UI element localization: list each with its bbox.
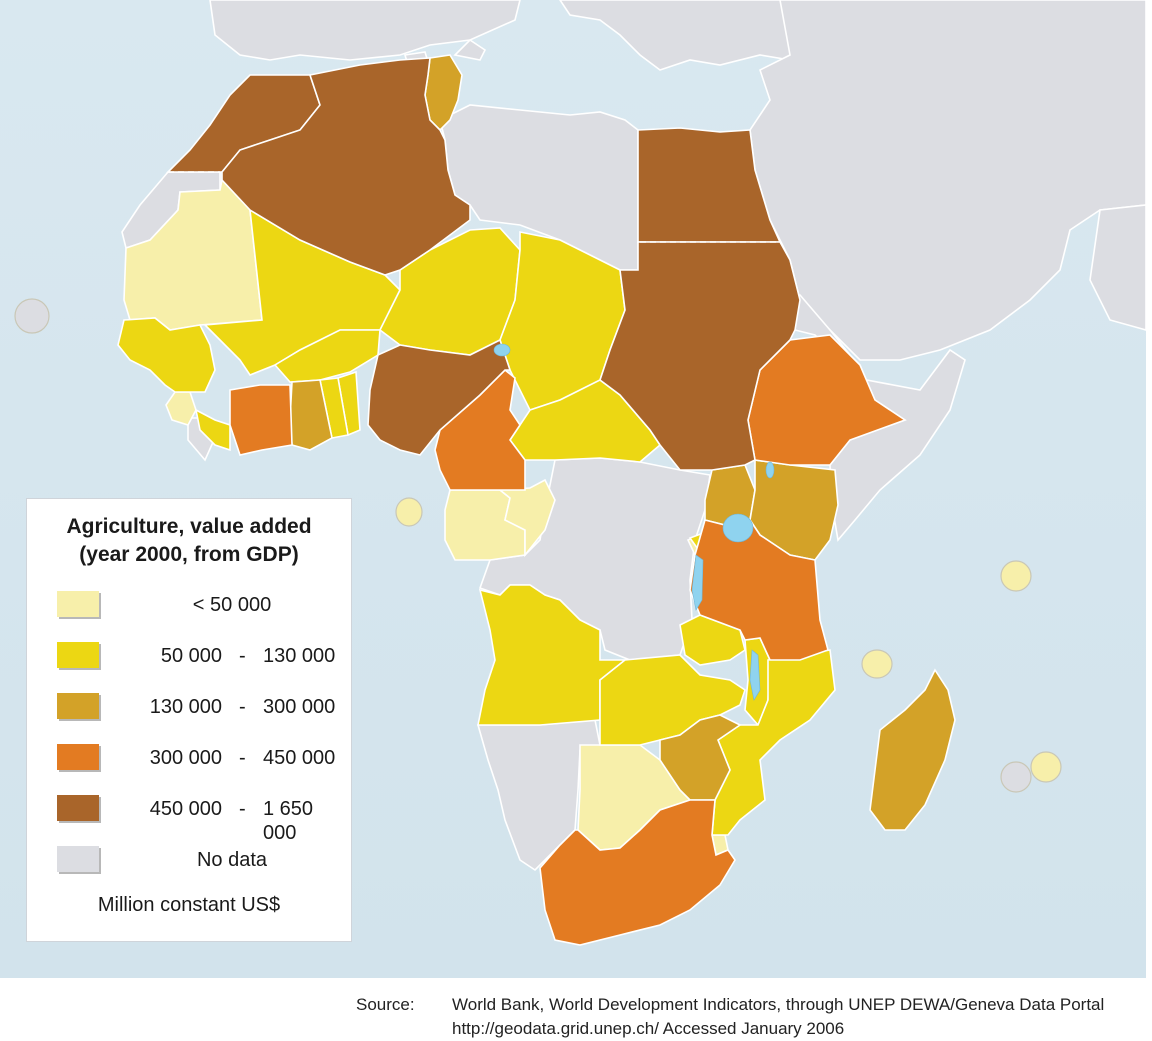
class-2-countries [117,208,836,836]
source-url: http://geodata.grid.unep.ch/ Accessed Ja… [452,1019,845,1038]
legend-dash: - [239,645,246,667]
legend-row-class-3: 130 000 - 300 000 [57,693,347,723]
sao-tome [395,497,423,527]
surrounding-land [209,0,1146,361]
class-5-countries [166,57,801,471]
legend-label-class-4-low: 300 000 [149,747,222,769]
class-3-countries [289,54,956,831]
legend-units: Million constant US$ [97,894,281,916]
legend-label-class-2-low: 50 000 [160,645,222,667]
lakes [493,343,775,701]
legend-swatch-class-3 [57,693,99,719]
lake-turkana [765,461,775,479]
legend-label-class-5-low: 450 000 [149,798,222,820]
legend-title: Agriculture, value added (year 2000, fro… [27,513,351,569]
legend-label-class-3-high: 300 000 [263,696,336,718]
class-4-countries [229,334,907,946]
lake-victoria [722,513,754,543]
legend-row-class-1: < 50 000 [57,591,347,621]
legend-title-line1: Agriculture, value added [66,515,312,538]
no-data-countries [121,104,966,872]
lake-malawi [749,649,761,701]
legend-label-class-1: < 50 000 [192,594,272,616]
source-label: Source: [356,995,415,1014]
legend-label-class-4-high: 450 000 [263,747,336,769]
lake-tanganyika [691,554,704,611]
legend-label-class-5-high: 1 650 000 [263,798,314,844]
lake-chad [493,343,511,357]
legend-title-line2: (year 2000, from GDP) [79,543,299,566]
legend-dash: - [239,798,246,820]
legend-row-class-5: 450 000 - 1 650 000 [57,795,347,844]
map-legend: Agriculture, value added (year 2000, fro… [26,498,352,942]
cape-verde [14,298,50,334]
mauritius [1030,751,1062,783]
legend-label-no-data: No data [196,849,268,871]
legend-swatch-class-5 [57,795,99,821]
reunion [1000,761,1032,793]
seychelles [1000,560,1032,592]
islands [14,298,1062,793]
legend-swatch-class-2 [57,642,99,668]
comoros [861,649,893,679]
legend-label-class-3-low: 130 000 [149,696,222,718]
legend-row-class-4: 300 000 - 450 000 [57,744,347,774]
legend-row-no-data: No data [57,846,347,876]
legend-dash: - [239,696,246,718]
legend-row-class-2: 50 000 - 130 000 [57,642,347,672]
legend-swatch-class-4 [57,744,99,770]
legend-swatch-class-1 [57,591,99,617]
legend-dash: - [239,747,246,769]
source-text: World Bank, World Development Indicators… [452,995,1105,1014]
legend-label-class-2-high: 130 000 [263,645,336,667]
legend-swatch-no-data [57,846,99,872]
